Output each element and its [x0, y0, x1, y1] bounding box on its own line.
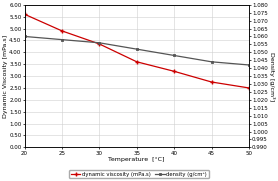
density (g/cm³) — [172, 54, 176, 56]
Line: dynamic viscosity (mPa.s): dynamic viscosity (mPa.s) — [22, 12, 251, 90]
dynamic viscosity (mPa.s) — [172, 70, 176, 72]
dynamic viscosity (mPa.s) — [135, 61, 138, 63]
Line: density (g/cm³): density (g/cm³) — [23, 35, 250, 66]
density (g/cm³) — [247, 64, 250, 66]
density (g/cm³) — [210, 61, 213, 63]
Legend: dynamic viscosity (mPa.s), density (g/cm³): dynamic viscosity (mPa.s), density (g/cm… — [70, 170, 208, 178]
dynamic viscosity (mPa.s) — [98, 43, 101, 45]
dynamic viscosity (mPa.s) — [60, 30, 64, 32]
X-axis label: Temperature  [°C]: Temperature [°C] — [108, 157, 165, 162]
dynamic viscosity (mPa.s) — [23, 13, 26, 15]
density (g/cm³) — [98, 42, 101, 44]
density (g/cm³) — [23, 35, 26, 37]
density (g/cm³) — [135, 48, 138, 50]
Y-axis label: Density [g/cm³]: Density [g/cm³] — [269, 52, 275, 101]
Y-axis label: Dynamic Viscosity [mPa.s]: Dynamic Viscosity [mPa.s] — [3, 35, 8, 118]
dynamic viscosity (mPa.s) — [247, 87, 250, 89]
density (g/cm³) — [60, 39, 64, 41]
dynamic viscosity (mPa.s) — [210, 81, 213, 83]
